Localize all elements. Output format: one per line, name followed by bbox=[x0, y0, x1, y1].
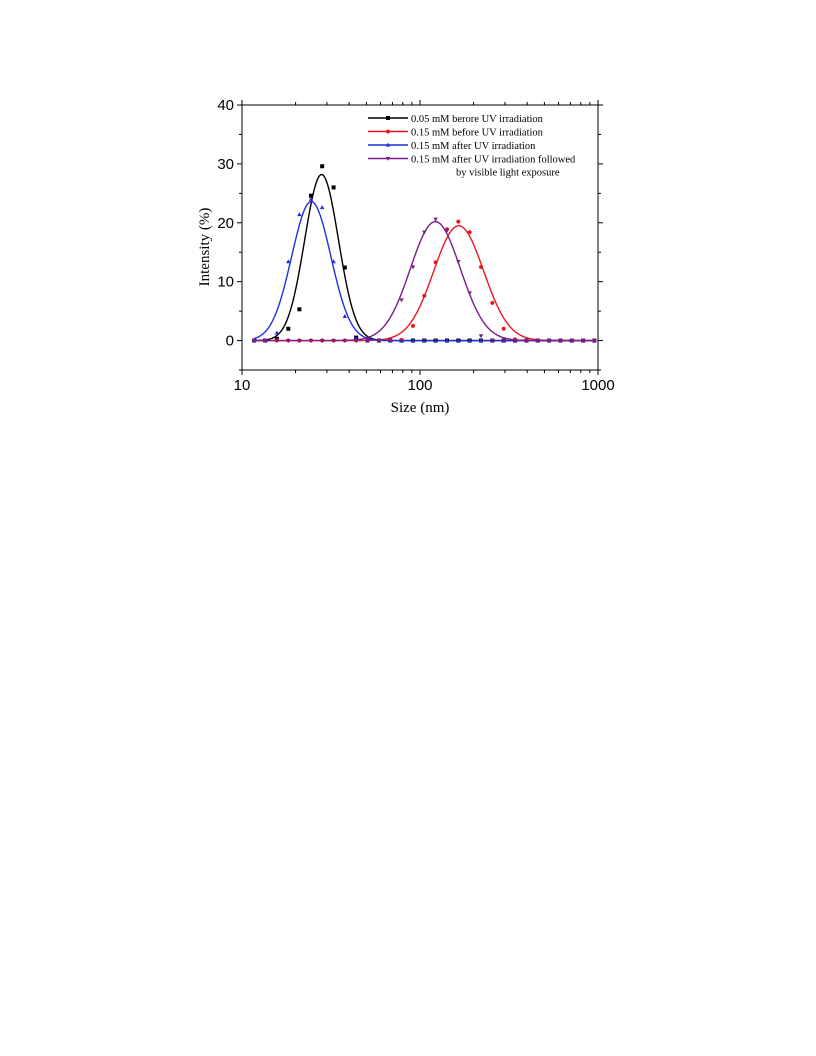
point-series-2 bbox=[479, 264, 484, 269]
point-series-4 bbox=[456, 260, 461, 265]
legend-label-series-3: 0.15 mM after UV irradiation bbox=[411, 141, 536, 152]
point-series-4 bbox=[467, 291, 472, 296]
point-series-1 bbox=[320, 164, 325, 169]
point-series-3 bbox=[274, 330, 280, 335]
legend-marker-series-3 bbox=[385, 142, 391, 147]
point-series-4 bbox=[399, 298, 404, 303]
legend: 0.05 mM berore UV irradiation 0.15 mM bef… bbox=[368, 114, 576, 179]
point-series-4 bbox=[433, 217, 438, 222]
point-series-4 bbox=[376, 338, 382, 343]
axis-tick-labels: 10 100 1000 0 10 20 30 40 bbox=[217, 97, 614, 394]
point-series-4 bbox=[297, 338, 302, 343]
y-tick-label: 0 bbox=[226, 333, 234, 350]
legend-marker-series-4 bbox=[385, 156, 391, 161]
point-series-1 bbox=[286, 326, 291, 331]
legend-marker-series-1 bbox=[386, 116, 390, 120]
point-series-4 bbox=[478, 334, 484, 339]
point-series-4 bbox=[558, 338, 563, 343]
point-series-1 bbox=[331, 185, 336, 190]
y-tick-label: 10 bbox=[217, 274, 234, 291]
fit-curve-series-3 bbox=[253, 200, 595, 342]
point-series-4 bbox=[319, 338, 325, 343]
point-series-3 bbox=[342, 314, 347, 319]
point-series-4 bbox=[262, 338, 268, 343]
point-series-4 bbox=[365, 338, 370, 343]
legend-label-series-4: 0.15 mM after UV irradiation followed bbox=[411, 155, 576, 166]
point-series-2 bbox=[490, 300, 495, 305]
x-tick-label: 100 bbox=[407, 377, 432, 394]
point-series-3 bbox=[433, 338, 438, 343]
point-series-4 bbox=[535, 338, 540, 343]
point-series-4 bbox=[524, 338, 529, 343]
point-series-4 bbox=[592, 338, 597, 343]
legend-label-series-2: 0.15 mM before UV irradiation bbox=[411, 128, 544, 139]
point-series-3 bbox=[478, 338, 484, 343]
point-series-2 bbox=[433, 260, 438, 265]
point-series-4 bbox=[490, 338, 495, 343]
point-series-3 bbox=[444, 338, 450, 343]
point-series-3 bbox=[456, 338, 461, 343]
point-series-1 bbox=[308, 193, 313, 198]
point-series-4 bbox=[353, 338, 359, 343]
point-series-3 bbox=[410, 338, 416, 343]
point-series-3 bbox=[297, 212, 302, 217]
point-series-3 bbox=[331, 259, 336, 264]
y-tick-label: 20 bbox=[217, 215, 234, 232]
point-series-1 bbox=[297, 307, 302, 312]
x-tick-label: 10 bbox=[234, 377, 251, 394]
legend-label-series-4: by visible light exposure bbox=[456, 168, 560, 179]
point-series-2 bbox=[467, 230, 472, 235]
y-tick-label: 30 bbox=[217, 156, 234, 173]
point-series-4 bbox=[388, 338, 393, 343]
point-series-2 bbox=[410, 323, 415, 328]
fit-curve-series-2 bbox=[254, 225, 595, 342]
x-tick-label: 1000 bbox=[581, 377, 614, 394]
point-series-3 bbox=[286, 259, 291, 264]
point-series-1 bbox=[342, 265, 347, 270]
point-series-3 bbox=[399, 338, 404, 343]
point-series-4 bbox=[569, 338, 574, 343]
point-series-4 bbox=[501, 338, 506, 343]
x-axis-title: Size (nm) bbox=[391, 400, 450, 416]
axis-ticks bbox=[237, 100, 603, 375]
y-axis-title: Intensity (%) bbox=[197, 208, 213, 287]
point-series-4 bbox=[444, 228, 450, 233]
fit-curves bbox=[253, 173, 595, 342]
point-series-4 bbox=[342, 338, 347, 343]
point-series-4 bbox=[546, 338, 552, 343]
point-series-3 bbox=[422, 338, 427, 343]
point-series-4 bbox=[308, 338, 314, 343]
point-series-4 bbox=[422, 230, 427, 235]
point-series-3 bbox=[308, 196, 314, 201]
point-series-4 bbox=[410, 265, 416, 270]
point-series-4 bbox=[512, 338, 518, 343]
point-series-4 bbox=[251, 338, 257, 343]
point-series-2 bbox=[501, 326, 506, 331]
point-series-4 bbox=[580, 338, 586, 343]
point-series-4 bbox=[286, 338, 291, 343]
legend-label-series-1: 0.05 mM berore UV irradiation bbox=[411, 114, 544, 125]
point-series-4 bbox=[331, 338, 336, 343]
legend-marker-series-2 bbox=[386, 129, 390, 134]
point-series-2 bbox=[422, 293, 427, 298]
y-tick-label: 40 bbox=[217, 97, 234, 114]
fit-curve-series-1 bbox=[254, 173, 595, 342]
point-series-3 bbox=[319, 205, 325, 210]
point-series-4 bbox=[274, 338, 280, 343]
data-points bbox=[251, 164, 597, 343]
point-series-3 bbox=[467, 338, 472, 343]
point-series-2 bbox=[456, 219, 461, 224]
